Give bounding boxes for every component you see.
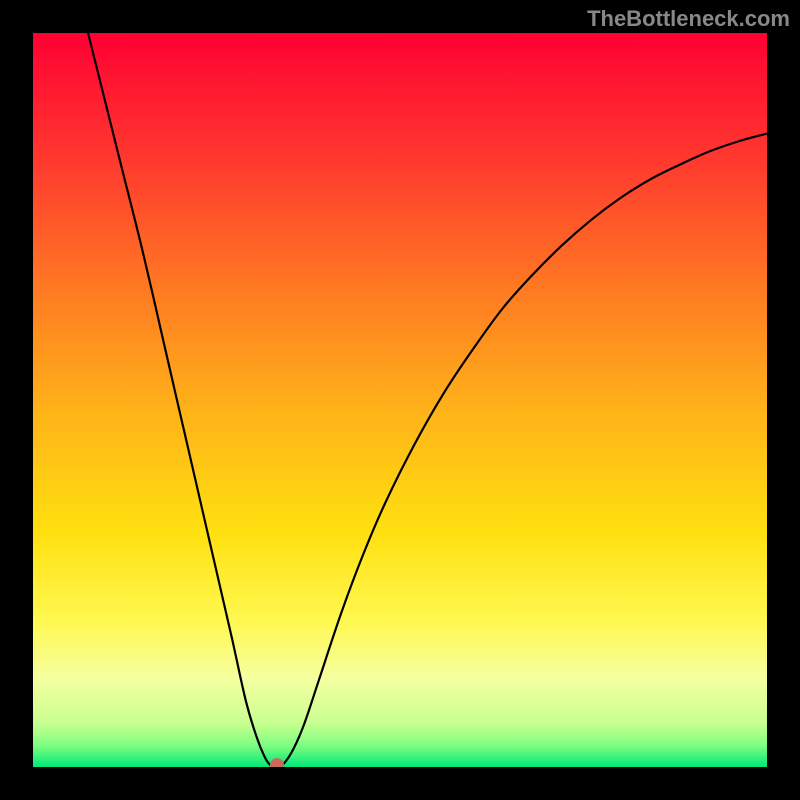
minimum-marker (270, 758, 284, 767)
bottleneck-curve (33, 33, 767, 767)
watermark-text: TheBottleneck.com (587, 6, 790, 32)
chart-container: TheBottleneck.com (0, 0, 800, 800)
plot-area (33, 33, 767, 767)
